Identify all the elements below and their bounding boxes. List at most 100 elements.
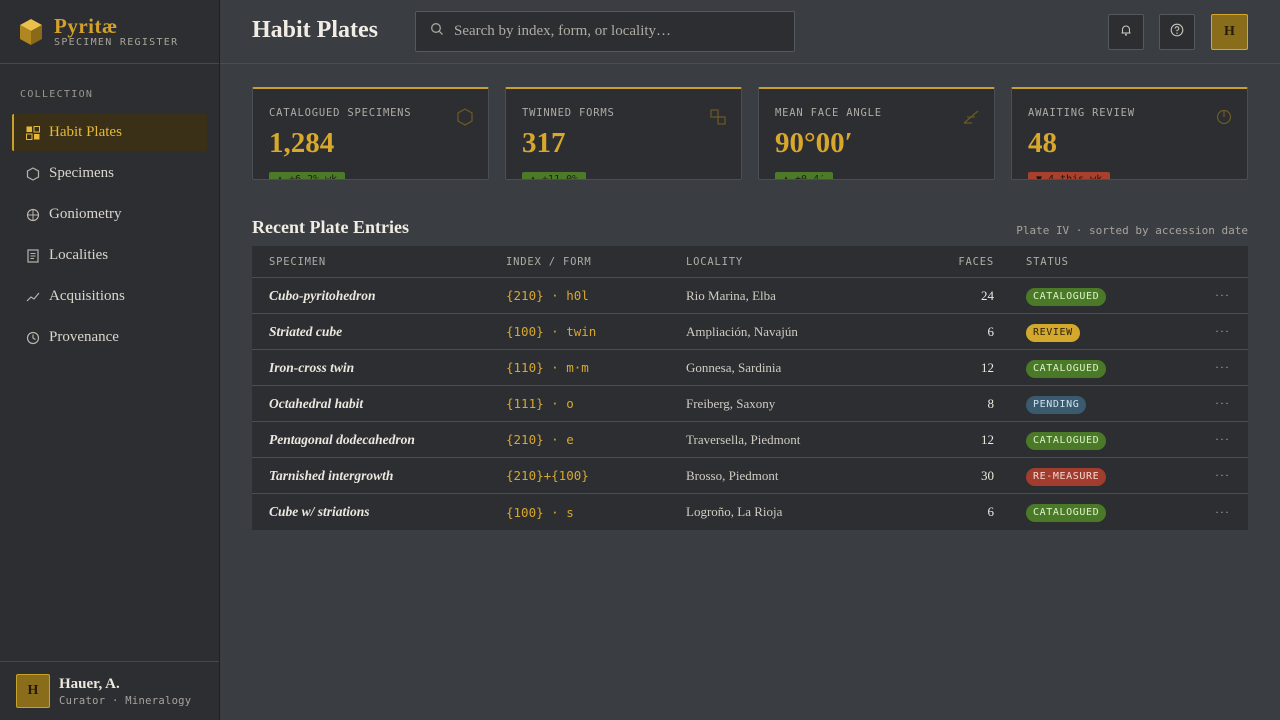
status-badge: REVIEW (1026, 323, 1080, 342)
column-header-specimen[interactable]: SPECIMEN (269, 255, 326, 268)
user-avatar-button[interactable]: H (1211, 14, 1248, 50)
sidebar-item-label: Acquisitions (49, 288, 125, 304)
table-row[interactable]: Iron-cross twin {110} · m·m Gonnesa, Sar… (252, 350, 1248, 386)
locality: Rio Marina, Elba (686, 287, 776, 303)
grid-icon (26, 125, 40, 140)
index-form: {100} · twin (506, 324, 597, 339)
status-badge: CATALOGUED (1026, 287, 1107, 306)
index-form: {210}+{100} (506, 468, 589, 483)
stat-card-face-angle: MEAN FACE ANGLE 90°00′ ▲ ±0.4′ (758, 87, 995, 180)
faces-count: 30 (981, 467, 994, 483)
search-input[interactable] (454, 23, 774, 40)
stat-label: MEAN FACE ANGLE (775, 107, 882, 119)
search-icon (430, 22, 444, 41)
faces-count: 6 (987, 504, 995, 519)
row-actions-button[interactable]: ··· (1215, 432, 1230, 446)
faces-count: 8 (987, 395, 995, 411)
table-row[interactable]: Octahedral habit {111} · o Freiberg, Sax… (252, 386, 1248, 422)
locality: Freiberg, Saxony (686, 395, 776, 411)
stat-trend-badge: ▼ 4 this wk (1028, 172, 1111, 179)
sidebar-item-localities[interactable]: Localities (12, 237, 207, 274)
stat-value: 90°00′ (775, 127, 853, 159)
stat-label: CATALOGUED SPECIMENS (269, 107, 412, 119)
locality: Brosso, Piedmont (686, 467, 779, 483)
status-badge: CATALOGUED (1026, 359, 1107, 378)
table-row[interactable]: Tarnished intergrowth {210}+{100} Brosso… (252, 458, 1248, 494)
locality: Traversella, Piedmont (686, 431, 801, 447)
sidebar-item-habit-plates[interactable]: Habit Plates (12, 114, 207, 151)
row-actions-button[interactable]: ··· (1215, 504, 1230, 519)
stat-card-catalogued: CATALOGUED SPECIMENS 1,284 ▲ +6.2% wk (252, 87, 489, 180)
sidebar-item-specimens[interactable]: Specimens (12, 155, 207, 192)
section-meta: Plate IV · sorted by accession date (1016, 224, 1248, 237)
row-actions-button[interactable]: ··· (1215, 360, 1230, 374)
table-row[interactable]: Pentagonal dodecahedron {210} · e Traver… (252, 422, 1248, 458)
document-icon (26, 248, 40, 263)
row-actions-button[interactable]: ··· (1215, 396, 1230, 410)
sidebar-item-label: Habit Plates (49, 124, 122, 140)
column-header-faces[interactable]: FACES (958, 255, 994, 268)
specimen-name: Iron-cross twin (269, 359, 355, 375)
table-row[interactable]: Cubo-pyritohedron {210} · h0l Rio Marina… (252, 278, 1248, 314)
specimen-name: Octahedral habit (269, 395, 364, 411)
faces-count: 12 (981, 359, 994, 375)
clock-icon (26, 331, 40, 345)
index-form: {210} · e (506, 432, 574, 447)
stat-value: 317 (522, 127, 566, 159)
sidebar-item-provenance[interactable]: Provenance (12, 319, 207, 356)
faces-count: 24 (981, 287, 994, 303)
search-box[interactable] (415, 11, 795, 52)
status-badge: RE-MEASURE (1026, 467, 1107, 486)
index-form: {100} · s (506, 504, 574, 520)
column-header-locality[interactable]: LOCALITY (686, 255, 743, 268)
page-title: Habit Plates (252, 17, 378, 43)
hexagon-icon (26, 166, 40, 181)
notifications-button[interactable] (1108, 14, 1144, 50)
locality: Ampliación, Navajún (686, 323, 798, 339)
stat-label: AWAITING REVIEW (1028, 107, 1135, 119)
hexagon-icon (457, 108, 473, 126)
specimen-name: Cubo-pyritohedron (269, 287, 376, 303)
stat-trend-badge: ▲ +11.0% (522, 172, 587, 179)
user-name: Hauer, A. (59, 675, 120, 692)
sidebar-item-acquisitions[interactable]: Acquisitions (12, 278, 207, 315)
status-badge: CATALOGUED (1026, 431, 1107, 450)
help-button[interactable] (1159, 14, 1195, 50)
stat-card-awaiting-review: AWAITING REVIEW 48 ▼ 4 this wk (1011, 87, 1248, 180)
row-actions-button[interactable]: ··· (1215, 288, 1230, 302)
nav-section-label: COLLECTION (20, 89, 94, 100)
section-title: Recent Plate Entries (252, 217, 409, 237)
index-form: {210} · h0l (506, 288, 589, 303)
table-row[interactable]: Cube w/ striations {100} · s Logroño, La… (252, 494, 1248, 530)
sidebar-item-goniometry[interactable]: Goniometry (12, 196, 207, 233)
stat-card-twinned: TWINNED FORMS 317 ▲ +11.0% (505, 87, 742, 180)
pyrite-cube-logo (20, 18, 42, 45)
specimen-name: Striated cube (269, 323, 343, 339)
table-row[interactable]: Striated cube {100} · twin Ampliación, N… (252, 314, 1248, 350)
column-header-index[interactable]: INDEX / FORM (506, 255, 592, 268)
sidebar-item-label: Provenance (49, 329, 119, 345)
top-bar: Habit Plates H (220, 0, 1280, 64)
stat-value: 48 (1028, 127, 1057, 159)
stat-trend-badge: ▲ +6.2% wk (269, 172, 346, 179)
column-header-status[interactable]: STATUS (1026, 255, 1069, 268)
brand-subtitle: SPECIMEN REGISTER (54, 36, 179, 48)
locality: Gonnesa, Sardinia (686, 359, 782, 375)
row-actions-button[interactable]: ··· (1215, 324, 1230, 338)
row-actions-button[interactable]: ··· (1215, 468, 1230, 482)
locality: Logroño, La Rioja (686, 504, 783, 519)
sidebar-nav: Habit Plates Specimens Goniometry Locali… (0, 114, 219, 356)
sidebar-item-label: Specimens (49, 165, 114, 181)
index-form: {111} · o (506, 396, 574, 411)
brand[interactable]: Pyritæ SPECIMEN REGISTER (0, 0, 219, 64)
status-badge: CATALOGUED (1026, 504, 1107, 522)
twin-squares-icon (710, 109, 726, 125)
faces-count: 12 (981, 431, 994, 447)
sidebar-item-label: Goniometry (49, 206, 122, 222)
angle-icon (963, 110, 979, 124)
power-icon (1216, 109, 1232, 125)
crosshair-icon (26, 208, 40, 222)
specimen-name: Cube w/ striations (269, 504, 370, 519)
trend-icon (26, 290, 40, 304)
user-profile[interactable]: H Hauer, A. Curator · Mineralogy (0, 661, 219, 720)
